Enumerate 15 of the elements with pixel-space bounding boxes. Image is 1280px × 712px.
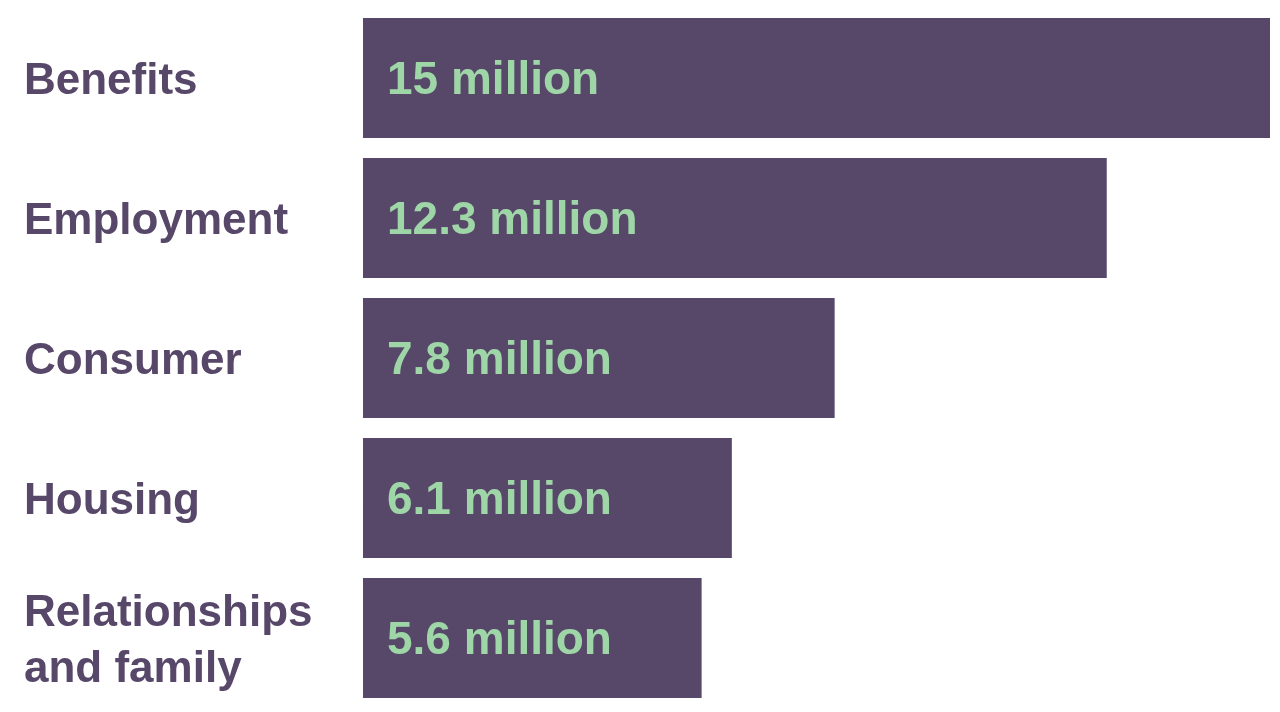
bar [363,578,702,698]
data-label: 15 million [387,52,600,105]
y-tick-label: Relationships and family [24,585,313,691]
data-label: 5.6 million [387,612,612,665]
y-tick-label: Consumer [24,333,242,383]
data-label: 12.3 million [387,192,638,245]
bar [363,438,732,558]
bar [363,158,1107,278]
data-label: 6.1 million [387,472,612,525]
bar [363,18,1270,138]
data-label: 7.8 million [387,332,612,385]
bar [363,298,835,418]
y-tick-label: Employment [24,193,289,243]
y-tick-label: Housing [24,473,200,523]
y-tick-label: Benefits [24,53,198,103]
